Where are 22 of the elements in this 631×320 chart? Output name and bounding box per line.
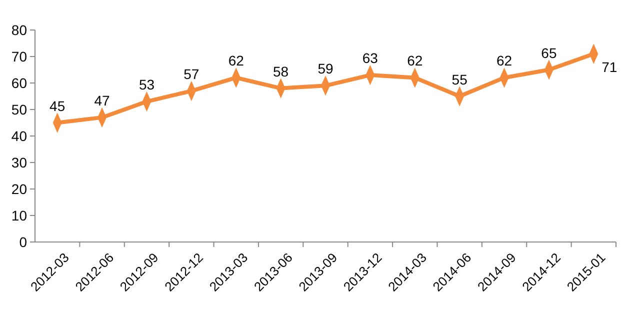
y-tick-label: 50: [11, 101, 28, 118]
data-label: 62: [407, 52, 423, 69]
data-label: 65: [541, 44, 557, 61]
y-tick-label: 0: [19, 234, 28, 250]
y-tick-label: 20: [11, 180, 28, 197]
data-label: 57: [184, 66, 200, 82]
data-label: 63: [362, 50, 378, 66]
y-tick-label: 40: [11, 128, 28, 144]
data-label: 59: [318, 60, 334, 77]
data-label: 58: [273, 63, 289, 80]
data-label: 53: [138, 76, 155, 93]
y-tick-label: 70: [11, 48, 28, 64]
y-tick-label: 80: [11, 22, 28, 38]
data-label: 62: [228, 52, 244, 69]
data-label: 71: [602, 58, 618, 75]
data-label: 55: [452, 71, 468, 88]
y-tick-label: 30: [11, 154, 28, 170]
data-label: 47: [94, 92, 110, 108]
y-tick-label: 60: [11, 74, 28, 91]
data-label: 62: [496, 52, 512, 69]
y-tick-label: 10: [11, 207, 28, 224]
data-label: 45: [50, 98, 66, 114]
